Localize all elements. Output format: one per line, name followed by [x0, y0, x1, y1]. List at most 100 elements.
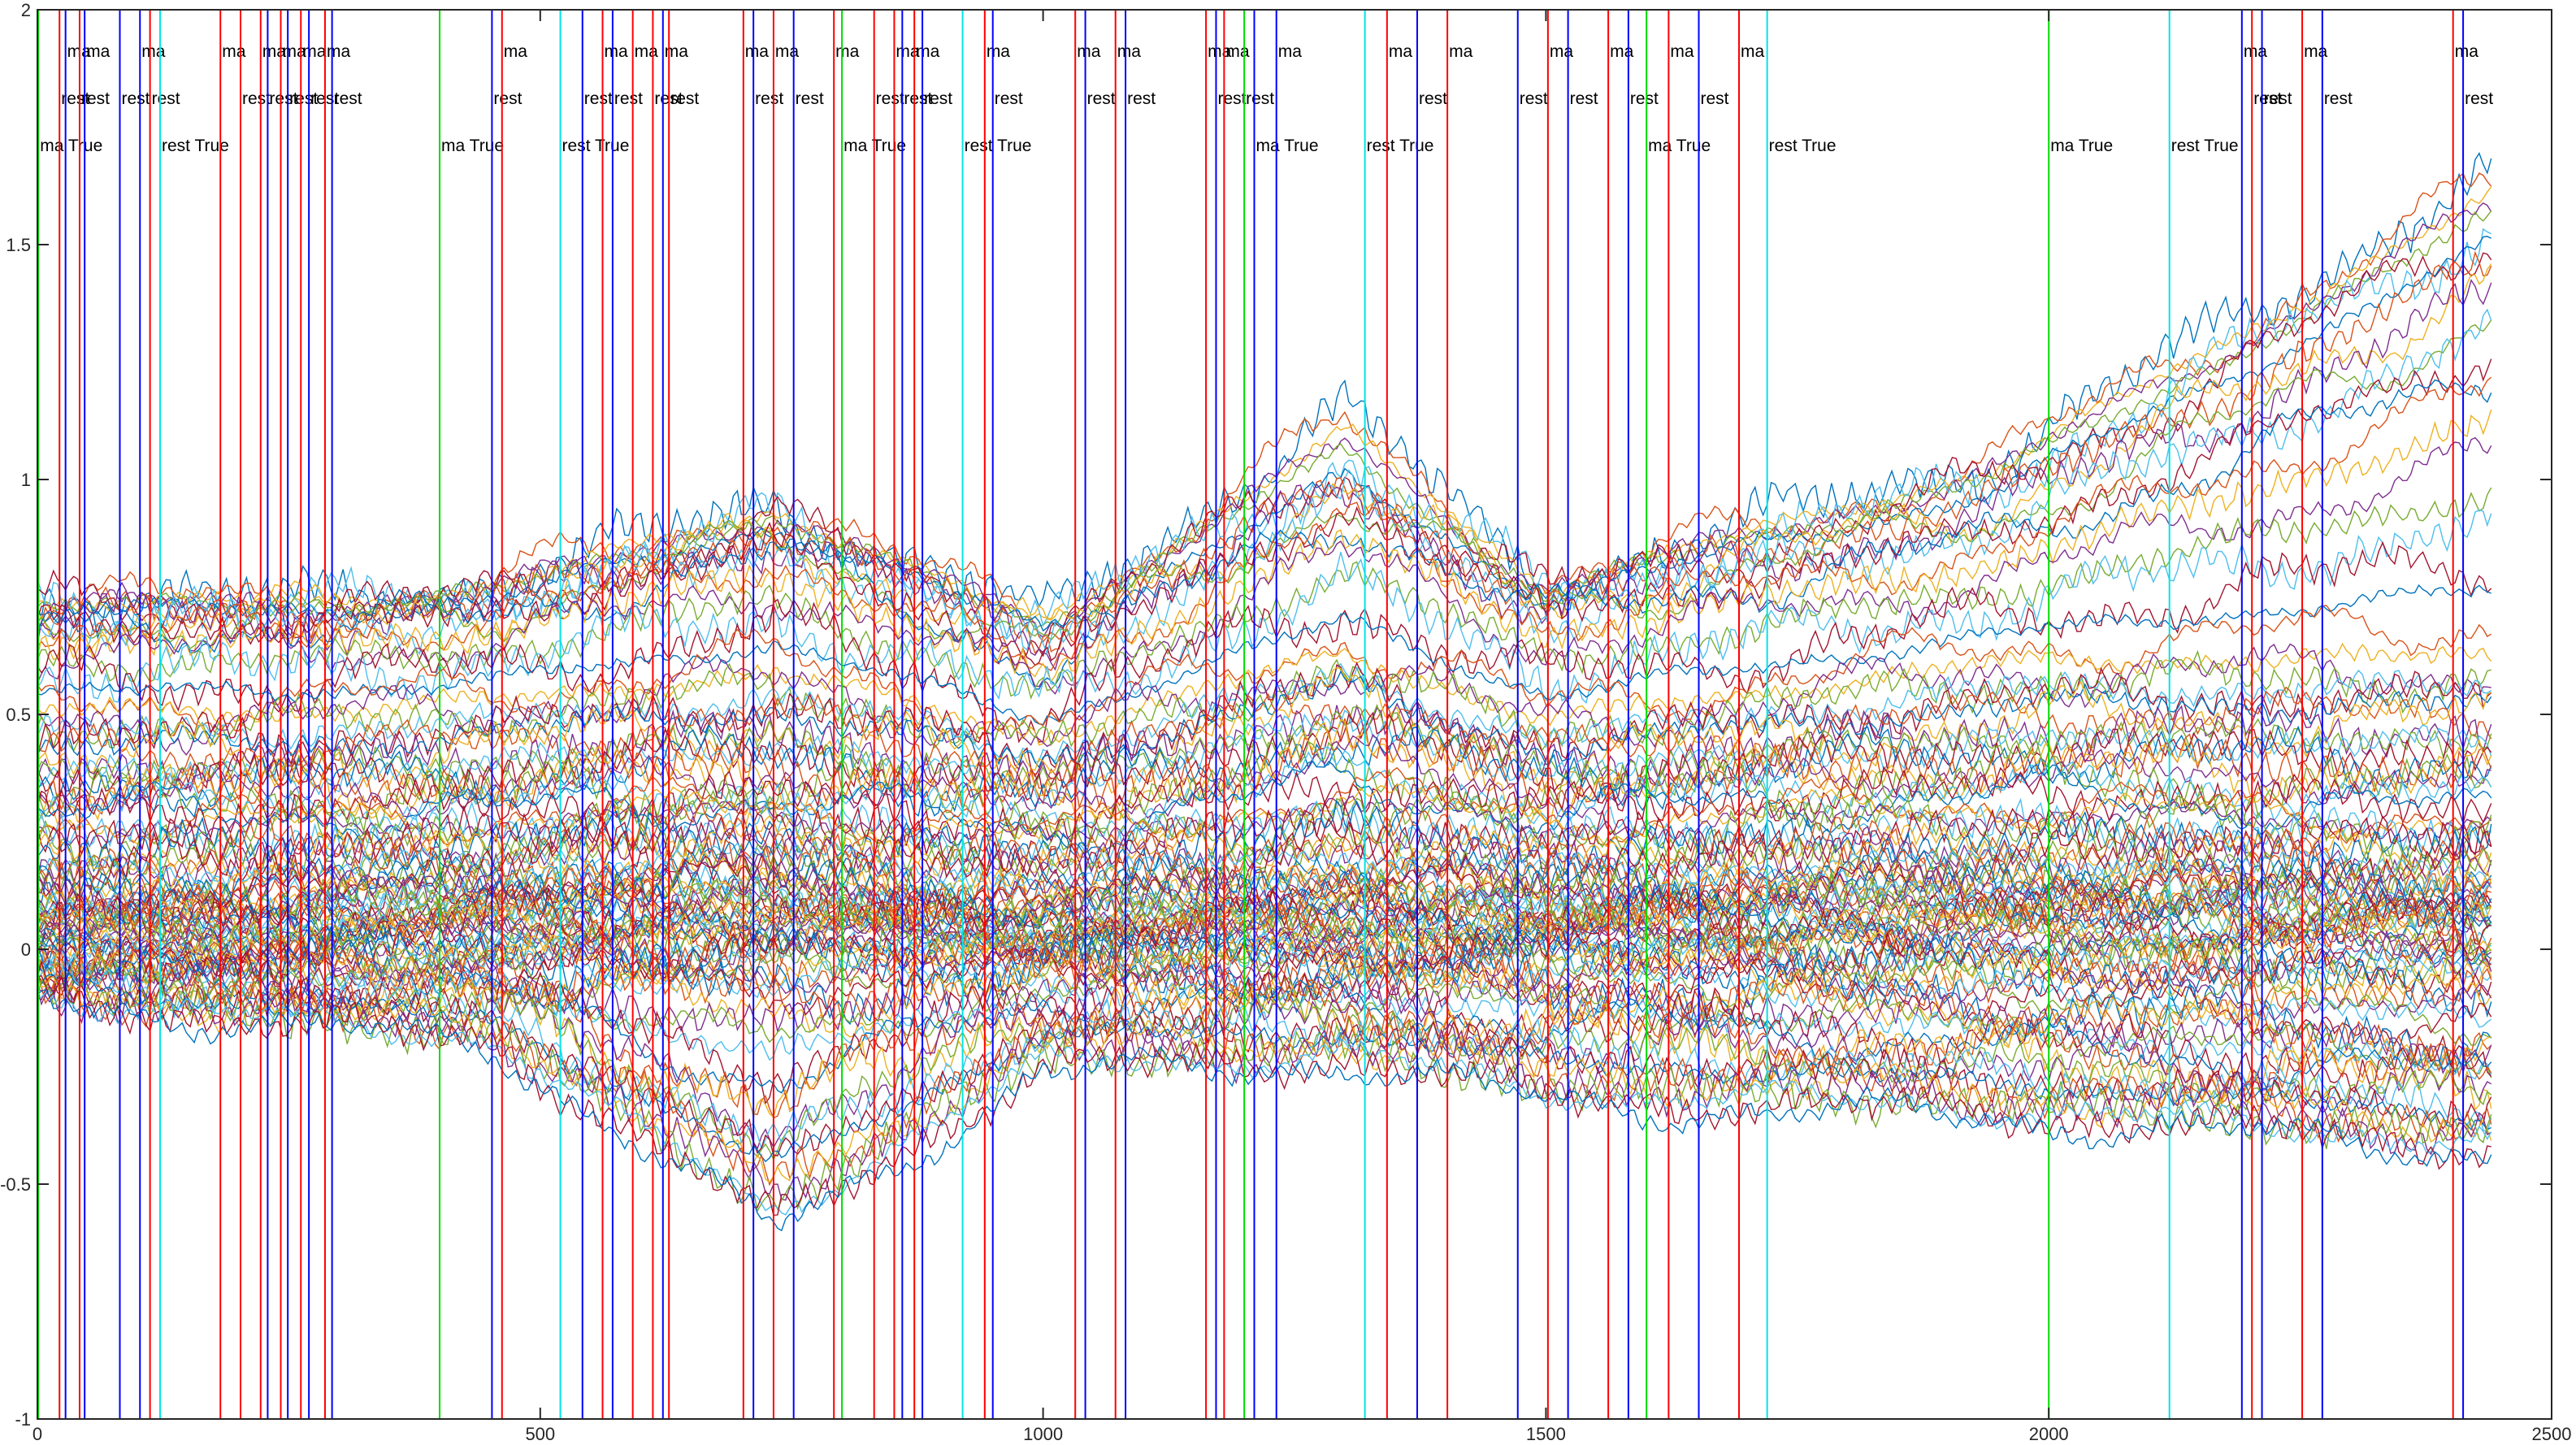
event-marker-label: rest	[2465, 89, 2493, 108]
event-marker-label: rest True	[562, 137, 630, 155]
series-line-76	[37, 894, 2491, 954]
event-marker-label: rest	[904, 89, 932, 108]
series-line-50	[37, 799, 2492, 881]
event-marker-label: rest	[2264, 89, 2292, 108]
event-marker-label: ma	[835, 42, 859, 61]
series-line-49	[37, 800, 2492, 879]
event-marker-label: rest True	[2171, 137, 2239, 155]
series-line-55	[37, 840, 2492, 892]
event-marker-label: ma	[222, 42, 245, 61]
event-marker-label: rest	[1087, 89, 1116, 108]
event-marker-label: ma	[1741, 42, 1764, 61]
y-tick-label: 2	[21, 0, 31, 20]
event-marker-label: ma	[1117, 42, 1141, 61]
event-marker-label: rest	[1520, 89, 1548, 108]
series-line-26	[37, 649, 2491, 753]
event-marker-label: rest	[876, 89, 904, 108]
event-marker-label: ma	[1449, 42, 1472, 61]
event-marker-label: ma	[1610, 42, 1633, 61]
event-marker-label: rest	[2253, 89, 2282, 108]
event-marker-label: ma	[1389, 42, 1412, 61]
series-line-99	[37, 926, 2492, 1074]
event-marker-label: rest	[289, 89, 318, 108]
event-marker-label: ma	[2455, 42, 2478, 61]
event-marker-label: rest	[1246, 89, 1274, 108]
event-marker-label: rest	[584, 89, 613, 108]
event-marker-label: rest	[61, 89, 89, 108]
event-marker-label: rest	[924, 89, 952, 108]
series-line-3	[37, 186, 2492, 622]
series-line-14	[37, 358, 2492, 673]
y-tick-label: 1.5	[6, 235, 31, 255]
series-line-56	[37, 817, 2492, 915]
event-marker-label: rest True	[1367, 137, 1434, 155]
event-marker-label: rest	[1701, 89, 1729, 108]
event-marker-label: ma	[141, 42, 165, 61]
series-line-21	[37, 540, 2492, 744]
series-line-119	[37, 974, 2491, 1217]
event-marker-label: ma	[1077, 42, 1100, 61]
event-marker-label: ma	[775, 42, 799, 61]
series-line-13	[37, 308, 2492, 656]
event-marker-label: ma	[1278, 42, 1302, 61]
series-line-27	[37, 662, 2492, 763]
event-marker-label: ma True	[1255, 137, 1318, 155]
event-marker-label: rest	[1419, 89, 1447, 108]
event-marker-label: rest	[670, 89, 699, 108]
series-line-28	[37, 662, 2492, 778]
series-line-22	[37, 584, 2491, 726]
event-marker-label: rest	[2324, 89, 2353, 108]
x-tick-label: 1000	[1023, 1424, 1063, 1444]
series-line-94	[37, 926, 2492, 1020]
event-marker-label: ma	[605, 42, 628, 61]
event-marker-label: rest	[755, 89, 783, 108]
event-marker-label: ma	[504, 42, 527, 61]
event-marker-label: ma	[1670, 42, 1693, 61]
series-line-17	[37, 409, 2492, 683]
y-tick-label: 0	[21, 939, 31, 960]
y-tick-label: 0.5	[6, 705, 31, 725]
event-marker-label: ma	[635, 42, 658, 61]
series-line-20	[37, 509, 2492, 705]
series-line-16	[37, 376, 2492, 671]
series-line-23	[37, 605, 2492, 743]
series-line-34	[37, 709, 2492, 805]
event-marker-label: rest	[121, 89, 150, 108]
series-line-40	[37, 734, 2492, 851]
x-tick-label: 1500	[1526, 1424, 1566, 1444]
event-marker-label: ma	[987, 42, 1010, 61]
y-tick-label: -1	[15, 1409, 31, 1430]
event-marker-label: rest	[269, 89, 297, 108]
x-tick-label: 500	[525, 1424, 555, 1444]
event-marker-label: ma	[1208, 42, 1231, 61]
event-marker-label: ma	[2304, 42, 2327, 61]
series-line-112	[37, 959, 2492, 1156]
series-line-109	[37, 951, 2492, 1150]
series-line-91	[37, 922, 2492, 996]
y-tick-label: 1	[21, 470, 31, 490]
series-line-120	[37, 988, 2492, 1232]
event-marker-label: rest	[1630, 89, 1659, 108]
event-marker-label: rest True	[965, 137, 1032, 155]
series-line-93	[37, 929, 2492, 1014]
series-line-101	[37, 942, 2491, 1068]
event-marker-label: rest True	[162, 137, 229, 155]
series-line-6	[37, 228, 2492, 646]
event-marker-label: ma True	[2050, 137, 2113, 155]
data-series-group	[37, 152, 2492, 1232]
series-line-42	[37, 766, 2492, 844]
x-tick-label: 2500	[2532, 1424, 2572, 1444]
series-line-8	[37, 236, 2492, 632]
series-line-4	[37, 202, 2492, 639]
event-marker-label: ma True	[1648, 137, 1711, 155]
event-marker-label: rest	[614, 89, 643, 108]
event-marker-label: ma	[1225, 42, 1249, 61]
event-marker-label: ma	[327, 42, 350, 61]
event-marker-label: ma	[1550, 42, 1573, 61]
series-line-11	[37, 279, 2492, 671]
event-marker-label: ma	[86, 42, 110, 61]
event-marker-label: ma	[916, 42, 939, 61]
y-tick-label: -0.5	[0, 1174, 31, 1195]
